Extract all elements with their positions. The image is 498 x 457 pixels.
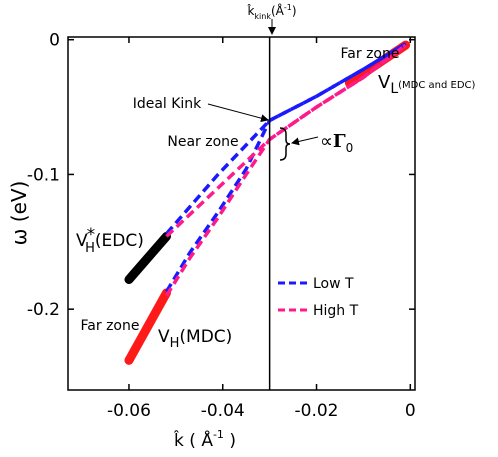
gamma-bracket bbox=[279, 127, 291, 161]
kink-label-exp: -1 bbox=[284, 3, 292, 12]
kink-label-tail: (Å bbox=[271, 3, 285, 18]
x-axis-label-main: k̂ ( Å bbox=[174, 429, 214, 451]
x-tick-label: -0.06 bbox=[107, 401, 151, 421]
highlight-v-h-mdc bbox=[124, 288, 171, 365]
x-axis-label: k̂ ( Å-1 ) bbox=[174, 428, 236, 451]
vh-mdc-sub: H bbox=[170, 336, 180, 351]
vl-main: V bbox=[378, 72, 391, 93]
vh-edc-main: V bbox=[76, 231, 88, 251]
gamma-main: Γ bbox=[333, 131, 346, 152]
ideal-kink-arrow bbox=[207, 103, 269, 123]
vh-edc-sup: * bbox=[87, 225, 96, 245]
x-axis-label-exp: -1 bbox=[213, 428, 224, 441]
legend: Low T High T bbox=[278, 276, 359, 319]
x-axis-label-close: ) bbox=[224, 431, 236, 451]
x-tick-label: -0.02 bbox=[295, 401, 339, 421]
legend-label-high-t: High T bbox=[313, 303, 359, 319]
vh-mdc-label: VH(MDC) bbox=[158, 327, 232, 351]
vh-edc-sub: H bbox=[85, 241, 95, 256]
series-low-t-branch-1 bbox=[164, 42, 407, 293]
kink-axis-label: k̂kink(Å-1) bbox=[247, 3, 296, 21]
data-marks bbox=[124, 40, 411, 365]
highlight-v-h-edc bbox=[124, 231, 171, 285]
gamma-arrow bbox=[291, 136, 319, 146]
legend-label-low-t: Low T bbox=[313, 276, 354, 292]
axis-ticks: -0.06 -0.04 -0.02 0 0 -0.1 -0.2 bbox=[27, 31, 416, 421]
kink-label-close: ) bbox=[292, 4, 297, 18]
vl-label: VL(MDC and EDC) bbox=[378, 72, 476, 97]
plot-frame bbox=[67, 36, 416, 391]
far-zone-top-label: Far zone bbox=[341, 46, 400, 62]
y-tick-label: 0 bbox=[49, 31, 60, 51]
gamma-label: ∝Γ0 bbox=[320, 131, 353, 155]
y-axis-label: ω (eV) bbox=[7, 181, 31, 246]
far-zone-bottom-label: Far zone bbox=[81, 318, 140, 334]
x-tick-label: -0.04 bbox=[201, 401, 245, 421]
x-tick-label: 0 bbox=[405, 401, 416, 421]
vh-mdc-main: V bbox=[158, 327, 170, 347]
vh-mdc-tail: (MDC) bbox=[179, 327, 232, 347]
vl-sub: L bbox=[390, 81, 398, 97]
kink-label-main: k̂ bbox=[247, 4, 254, 18]
kink-label-sub: kink bbox=[254, 12, 271, 21]
gamma-prefix: ∝ bbox=[320, 131, 333, 152]
vh-edc-tail: (EDC) bbox=[95, 231, 144, 251]
ideal-kink-label: Ideal Kink bbox=[133, 96, 202, 112]
vh-edc-label: V* H(EDC) bbox=[76, 225, 144, 256]
near-zone-label: Near zone bbox=[167, 134, 238, 150]
vl-tail: (MDC and EDC) bbox=[398, 80, 475, 91]
series-high-t-branch-1 bbox=[165, 43, 407, 297]
y-tick-label: -0.2 bbox=[27, 300, 60, 320]
y-tick-label: -0.1 bbox=[27, 165, 60, 185]
gamma-sub: 0 bbox=[346, 141, 354, 155]
